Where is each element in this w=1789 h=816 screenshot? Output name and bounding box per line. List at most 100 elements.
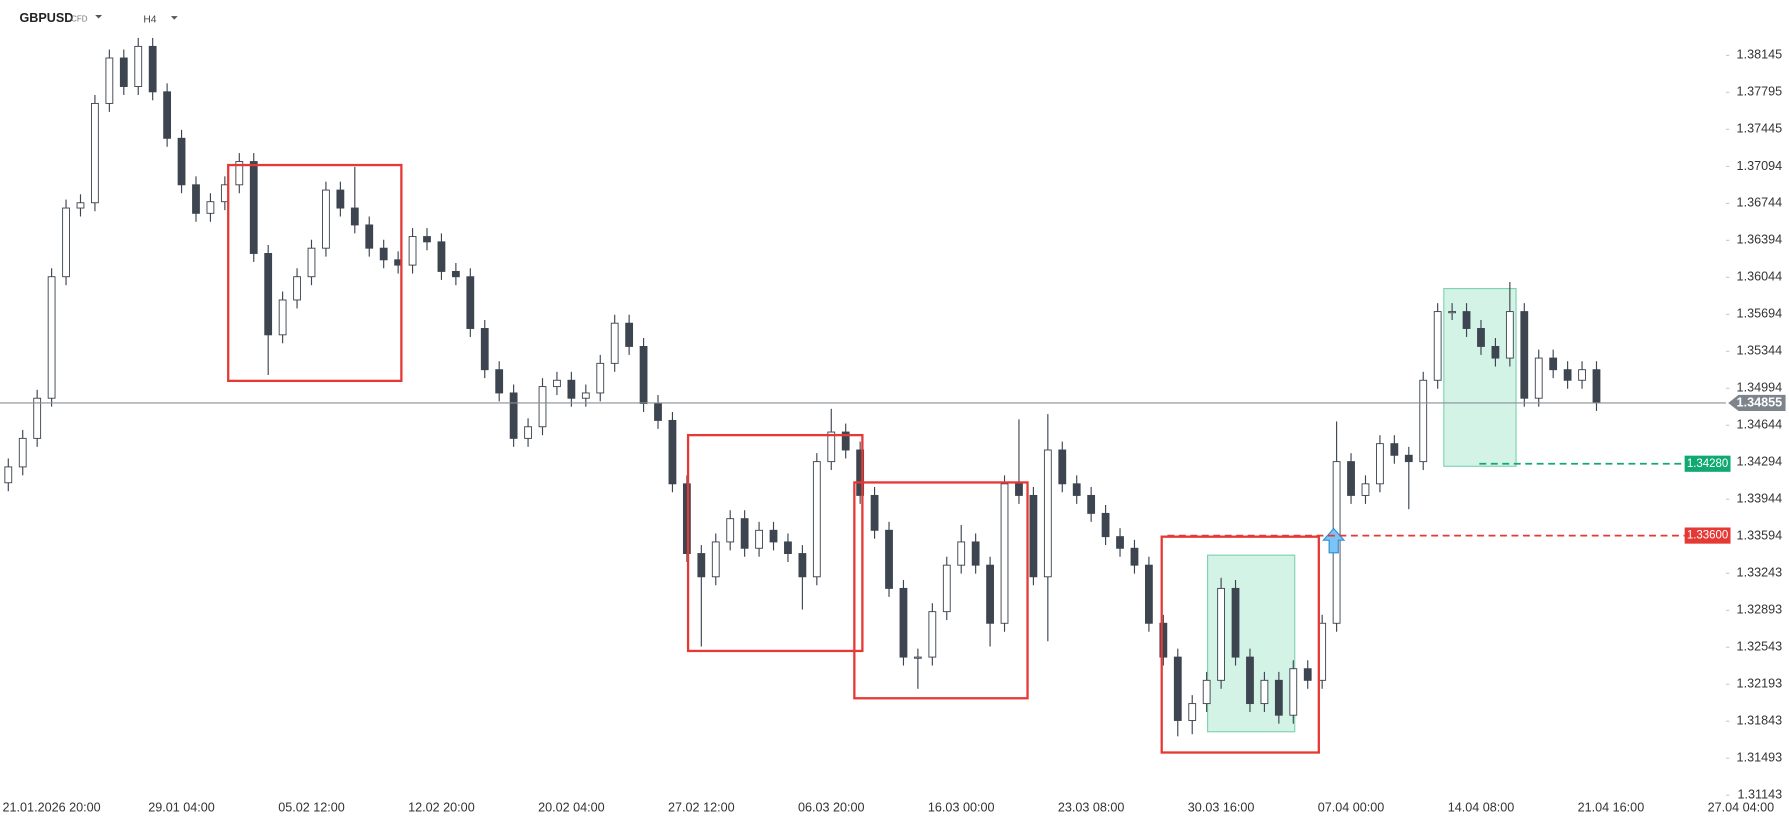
candle-body <box>293 276 301 301</box>
x-tick-label: 21.01.2026 20:00 <box>3 800 101 814</box>
candle-body <box>1101 512 1110 538</box>
candle-body <box>1116 536 1124 549</box>
candle-body <box>697 553 706 578</box>
candle-body <box>668 419 677 485</box>
x-tick-label: 27.04 04:00 <box>1708 800 1775 814</box>
candle-body <box>1072 483 1081 496</box>
candle-body <box>1217 587 1225 681</box>
candle-body <box>654 403 662 421</box>
candle-body <box>1563 369 1572 381</box>
candle-body <box>740 518 749 549</box>
y-tick-label: 1.31143 <box>1737 788 1782 802</box>
x-tick-label: 23.03 08:00 <box>1058 800 1125 814</box>
candle-body <box>148 45 157 93</box>
candle-body <box>1592 369 1601 403</box>
candle-body <box>1000 483 1009 624</box>
candle-body <box>639 345 648 404</box>
candle-body <box>1390 443 1399 456</box>
candle-body <box>711 541 720 578</box>
y-tick-label: 1.34294 <box>1737 455 1783 469</box>
candle-body <box>466 276 475 329</box>
candle-body <box>451 270 460 278</box>
box <box>686 433 864 653</box>
candle-body <box>986 564 994 624</box>
candle-body <box>1448 311 1457 314</box>
candle-body <box>1087 494 1096 514</box>
candle-body <box>1491 345 1500 359</box>
candle-body <box>928 611 937 658</box>
candle-body <box>1303 668 1312 681</box>
candle-body <box>1549 357 1558 371</box>
x-tick-label: 07.04 00:00 <box>1318 800 1385 814</box>
timeframe[interactable]: H4 <box>143 14 156 25</box>
y-tick-label: 1.37445 <box>1737 122 1783 136</box>
candle-body <box>726 518 735 543</box>
candle-body <box>1376 443 1384 485</box>
candle-body <box>1534 357 1543 399</box>
x-tick-label: 12.02 20:00 <box>408 800 475 814</box>
price-level-label: 1.34280 <box>1687 458 1728 470</box>
candle-body <box>1043 449 1052 578</box>
candle-body <box>538 386 547 428</box>
candle-body <box>163 91 172 139</box>
y-tick-label: 1.36394 <box>1737 233 1783 247</box>
price-level-tag <box>1684 527 1731 544</box>
highlight-zone <box>1443 287 1517 467</box>
candle-body <box>942 564 951 613</box>
candle-body <box>812 461 821 578</box>
candle-body <box>1274 679 1283 716</box>
candle-body <box>870 494 879 531</box>
candle-body <box>841 431 850 451</box>
candle-body <box>480 328 489 371</box>
candle-body <box>206 201 215 214</box>
y-tick-label: 1.32193 <box>1737 677 1783 691</box>
candle-body <box>1173 656 1182 721</box>
symbol[interactable]: GBPUSD <box>19 11 73 25</box>
candle-body <box>1477 328 1485 347</box>
candle-body <box>4 466 13 484</box>
y-tick-label: 1.31843 <box>1737 714 1783 728</box>
candle-body <box>408 236 417 266</box>
x-tick-label: 29.01 04:00 <box>148 800 215 814</box>
candle-body <box>957 541 966 566</box>
candle-body <box>553 379 561 388</box>
buy-arrow <box>1322 527 1346 554</box>
candle-body <box>971 541 980 566</box>
candle-body <box>784 541 792 555</box>
price-level-tag <box>1684 455 1731 472</box>
box <box>1160 535 1320 754</box>
candle-body <box>1015 483 1023 496</box>
y-tick-label: 1.34994 <box>1737 381 1783 395</box>
plot-area <box>4 37 1601 737</box>
candle-body <box>1159 622 1168 658</box>
last-price-label: 1.34855 <box>1737 395 1783 409</box>
candle-body <box>524 426 532 439</box>
candle-body <box>1505 311 1514 359</box>
candle-body <box>1145 564 1153 624</box>
y-tick-label: 1.36744 <box>1737 196 1783 210</box>
candle-body <box>1462 311 1471 329</box>
candle-body <box>509 392 518 439</box>
x-tick-label: 30.03 16:00 <box>1188 800 1255 814</box>
y-tick-label: 1.36044 <box>1737 270 1783 284</box>
x-tick-label: 06.03 20:00 <box>798 800 865 814</box>
y-tick-label: 1.33594 <box>1737 529 1783 543</box>
candle-body <box>1404 454 1413 463</box>
y-tick-label: 1.34644 <box>1737 418 1783 432</box>
price-level-label: 1.33600 <box>1687 530 1728 542</box>
candle-body <box>596 362 605 394</box>
dropdown-icon[interactable] <box>95 15 103 19</box>
y-tick-label: 1.32543 <box>1737 640 1783 654</box>
y-tick-label: 1.37795 <box>1737 85 1783 99</box>
y-tick-label: 1.35694 <box>1737 307 1783 321</box>
candle-body <box>76 202 85 209</box>
candle-body <box>1433 311 1442 381</box>
y-tick-label: 1.31493 <box>1737 751 1783 765</box>
dropdown-icon[interactable] <box>170 16 178 20</box>
candle-body <box>1289 668 1298 716</box>
candle-body <box>567 379 576 399</box>
candle-body <box>134 45 143 87</box>
y-tick-label: 1.33243 <box>1737 566 1783 580</box>
